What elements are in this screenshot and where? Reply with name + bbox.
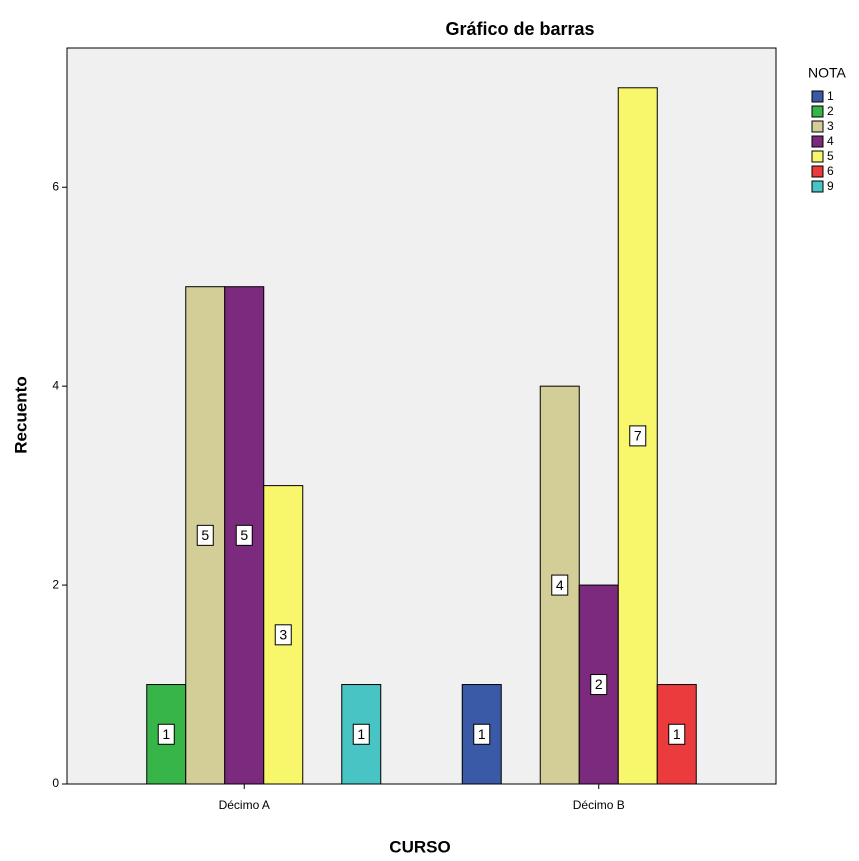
legend-label: 2	[827, 104, 834, 118]
y-tick-label: 6	[52, 179, 59, 193]
x-tick-label: Décimo B	[573, 798, 625, 812]
legend-swatch	[811, 135, 824, 148]
chart-title: Gráfico de barras	[445, 19, 594, 39]
value-label-box	[157, 723, 175, 745]
legend-label: 3	[827, 119, 834, 133]
legend-swatch	[811, 105, 824, 118]
legend-label: 5	[827, 149, 834, 163]
bar	[461, 684, 502, 785]
value-label: 1	[162, 726, 170, 742]
legend-label: 6	[827, 164, 834, 178]
value-label-box	[590, 674, 608, 696]
value-label: 2	[595, 676, 603, 692]
x-tick-label: Décimo A	[219, 798, 270, 812]
value-label-box	[551, 574, 569, 596]
legend-label: 1	[827, 89, 834, 103]
legend-swatch	[811, 165, 824, 178]
legend-swatch	[811, 150, 824, 163]
value-label-box	[473, 723, 491, 745]
legend-label: 9	[827, 179, 834, 193]
x-axis-title: CURSO	[389, 837, 450, 856]
value-label: 1	[673, 726, 681, 742]
legend-title: NOTA	[808, 65, 847, 81]
value-label: 1	[357, 726, 365, 742]
value-label: 4	[556, 577, 564, 593]
y-tick-label: 0	[52, 776, 59, 790]
value-label-box	[196, 524, 214, 546]
legend-swatch	[811, 180, 824, 193]
y-axis-title: Recuento	[11, 376, 30, 453]
value-label: 1	[478, 726, 486, 742]
legend-swatch	[811, 120, 824, 133]
value-label-box	[629, 425, 647, 447]
plot-area	[66, 47, 777, 785]
legend-label: 4	[827, 134, 834, 148]
value-label-box	[235, 524, 253, 546]
value-label: 5	[240, 527, 248, 543]
y-tick-label: 4	[52, 378, 59, 392]
value-label: 3	[279, 627, 287, 643]
value-label-box	[352, 723, 370, 745]
y-tick-label: 2	[52, 577, 59, 591]
value-label: 5	[201, 527, 209, 543]
legend-swatch	[811, 90, 824, 103]
value-label-box	[668, 723, 686, 745]
value-label-box	[274, 624, 292, 646]
value-label: 7	[634, 428, 642, 444]
